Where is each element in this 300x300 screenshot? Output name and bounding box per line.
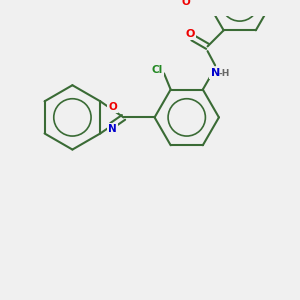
Text: N: N (109, 124, 117, 134)
Text: -H: -H (219, 69, 230, 78)
Text: N: N (211, 68, 220, 78)
Text: O: O (182, 0, 190, 8)
Text: O: O (109, 101, 117, 112)
Text: Cl: Cl (152, 64, 163, 75)
Text: O: O (185, 29, 195, 39)
